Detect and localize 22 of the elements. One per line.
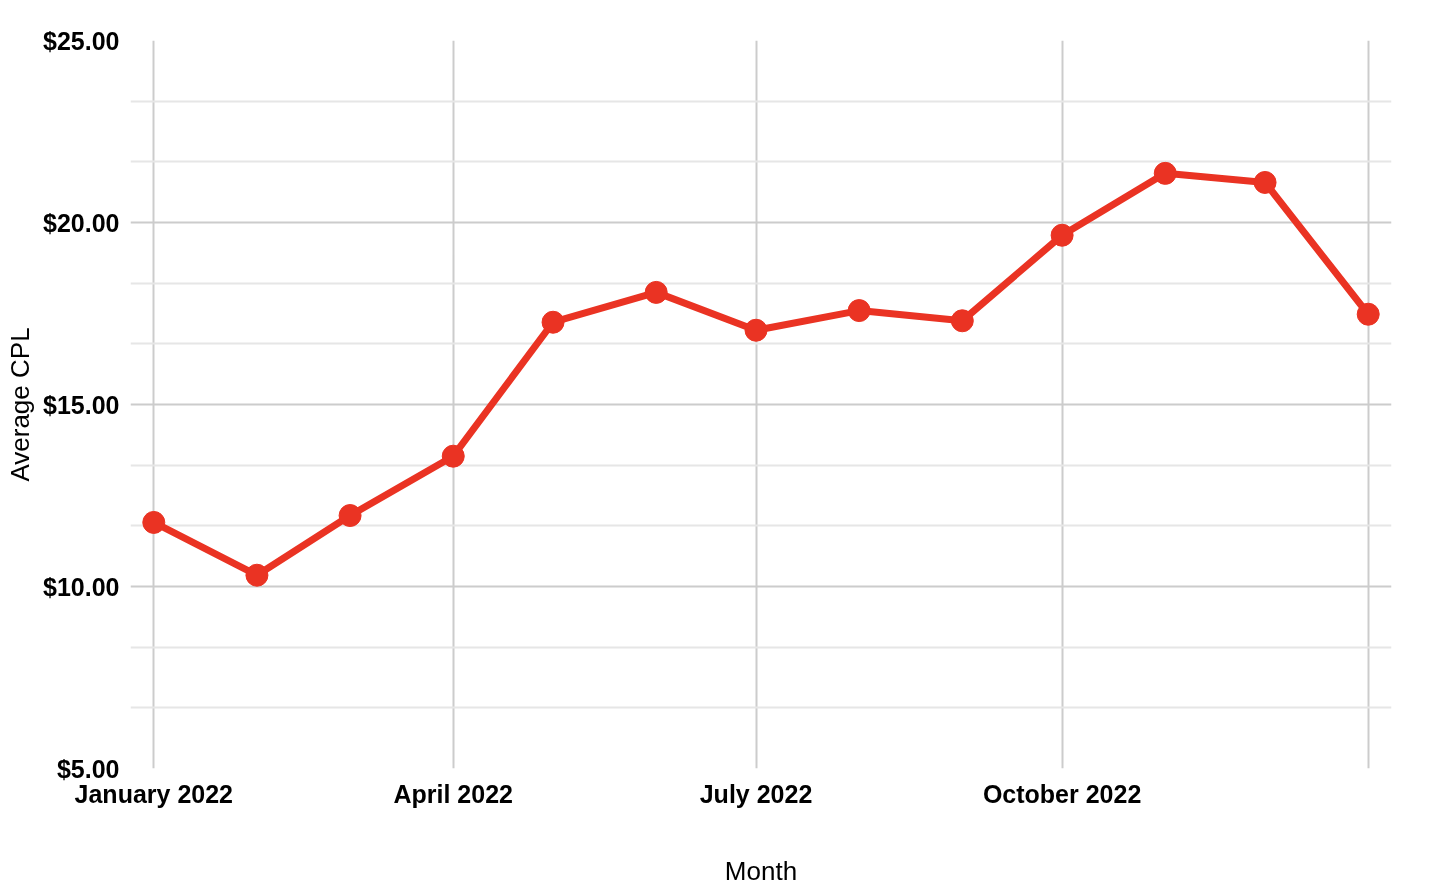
y-axis-title: Average CPL: [5, 327, 36, 482]
x-tick-label: April 2022: [393, 779, 513, 808]
point: [847, 299, 871, 323]
point: [541, 310, 565, 334]
y-tick-label: $25.00: [43, 26, 120, 55]
point: [1153, 161, 1177, 185]
y-tick-label: $15.00: [43, 390, 120, 419]
x-tick-label: July 2022: [699, 779, 813, 808]
point: [142, 510, 166, 534]
point: [338, 504, 362, 527]
y-tick-label: $20.00: [43, 208, 120, 237]
y-tick-label: $10.00: [43, 572, 120, 601]
point: [245, 563, 269, 587]
point: [1356, 302, 1380, 326]
point: [1253, 170, 1277, 194]
x-axis-title: Month: [724, 855, 798, 886]
point: [644, 280, 668, 304]
point: [441, 444, 465, 468]
point: [1050, 223, 1074, 247]
point: [744, 318, 768, 342]
x-tick-label: October 2022: [982, 779, 1142, 808]
point: [950, 309, 974, 333]
